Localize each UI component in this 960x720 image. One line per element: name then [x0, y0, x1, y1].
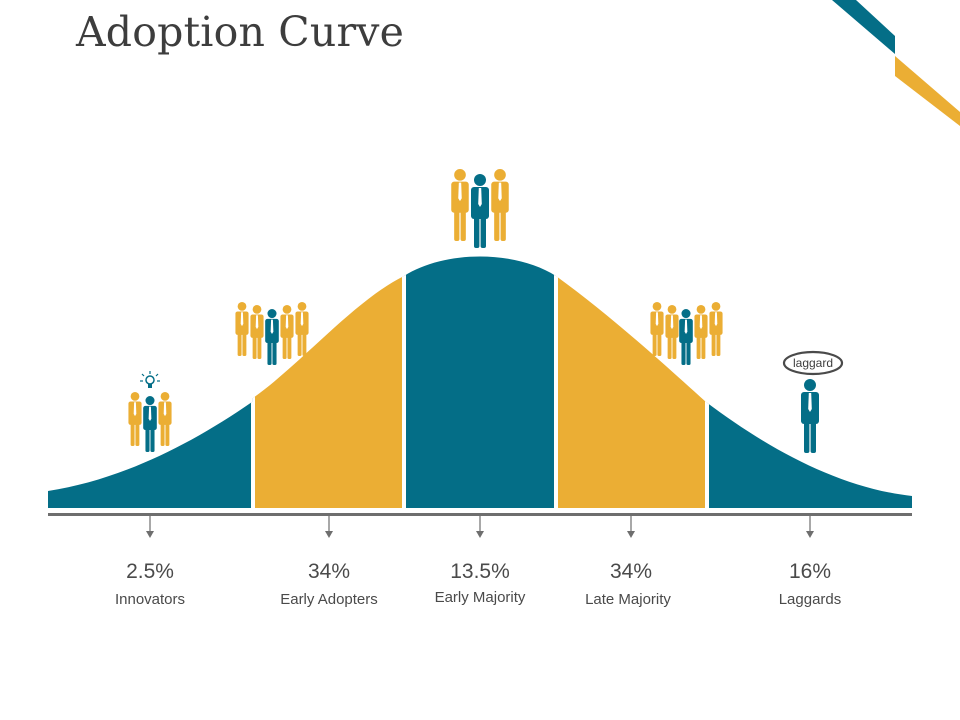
- early-adopters-people-group: [235, 302, 309, 365]
- page-title: Adoption Curve: [76, 8, 405, 56]
- axis-marker-late-majority: [627, 516, 635, 538]
- person-icon: [158, 392, 172, 446]
- segment-divider-1: [251, 256, 255, 508]
- laggard-bubble-text: laggard: [793, 356, 833, 370]
- laggards-person: [801, 379, 819, 453]
- person-icon: [801, 379, 819, 453]
- person-icon: [280, 305, 294, 359]
- segment-divider-2: [402, 256, 406, 508]
- axis-marker-innovators: [146, 516, 154, 538]
- person-icon: [679, 309, 693, 365]
- corner-decoration: [832, 0, 960, 126]
- value-label-early-majority: 13.5%: [450, 560, 510, 583]
- axis-marker-early-majority: [476, 516, 484, 538]
- segment-divider-3: [554, 256, 558, 508]
- people-icons: [128, 169, 819, 453]
- laggard-bubble: laggard: [782, 350, 844, 376]
- person-icon: [694, 305, 708, 359]
- laggard-bubble-outline: [782, 350, 844, 376]
- person-icon: [491, 169, 509, 241]
- value-label-innovators: 2.5%: [126, 560, 174, 583]
- person-icon: [128, 392, 142, 446]
- segment-early-majority: [404, 256, 556, 508]
- person-icon: [265, 309, 279, 365]
- late-majority-people-group: [650, 302, 723, 365]
- corner-stripe-gold: [895, 56, 960, 126]
- category-labels: Innovators Early Adopters Early Majority…: [115, 589, 841, 608]
- category-label-innovators: Innovators: [115, 591, 185, 608]
- innovators-people-group: [128, 371, 172, 452]
- category-label-early-adopters: Early Adopters: [280, 591, 378, 608]
- segment-divider-4: [705, 256, 709, 508]
- person-icon: [665, 305, 679, 359]
- axis-markers: [146, 516, 814, 538]
- person-icon: [250, 305, 264, 359]
- lightbulb-icon: [140, 371, 160, 388]
- x-axis-line: [48, 513, 912, 516]
- value-label-early-adopters: 34%: [308, 560, 350, 583]
- axis-marker-early-adopters: [325, 516, 333, 538]
- corner-stripe-teal: [832, 0, 895, 54]
- value-labels: 2.5% 34% 13.5% 34% 16%: [126, 560, 831, 583]
- category-label-laggards: Laggards: [779, 591, 842, 608]
- person-icon: [471, 174, 489, 248]
- segment-innovators: [48, 256, 253, 508]
- category-label-late-majority: Late Majority: [585, 591, 671, 608]
- value-label-laggards: 16%: [789, 560, 831, 583]
- value-label-late-majority: 34%: [610, 560, 652, 583]
- person-icon: [143, 396, 157, 452]
- person-icon: [295, 302, 309, 356]
- person-icon: [235, 302, 249, 356]
- early-majority-people-group: [451, 169, 509, 248]
- person-icon: [650, 302, 664, 356]
- person-icon: [709, 302, 723, 356]
- axis-marker-laggards: [806, 516, 814, 538]
- category-label-early-majority: Early Majority: [435, 589, 526, 606]
- person-icon: [451, 169, 469, 241]
